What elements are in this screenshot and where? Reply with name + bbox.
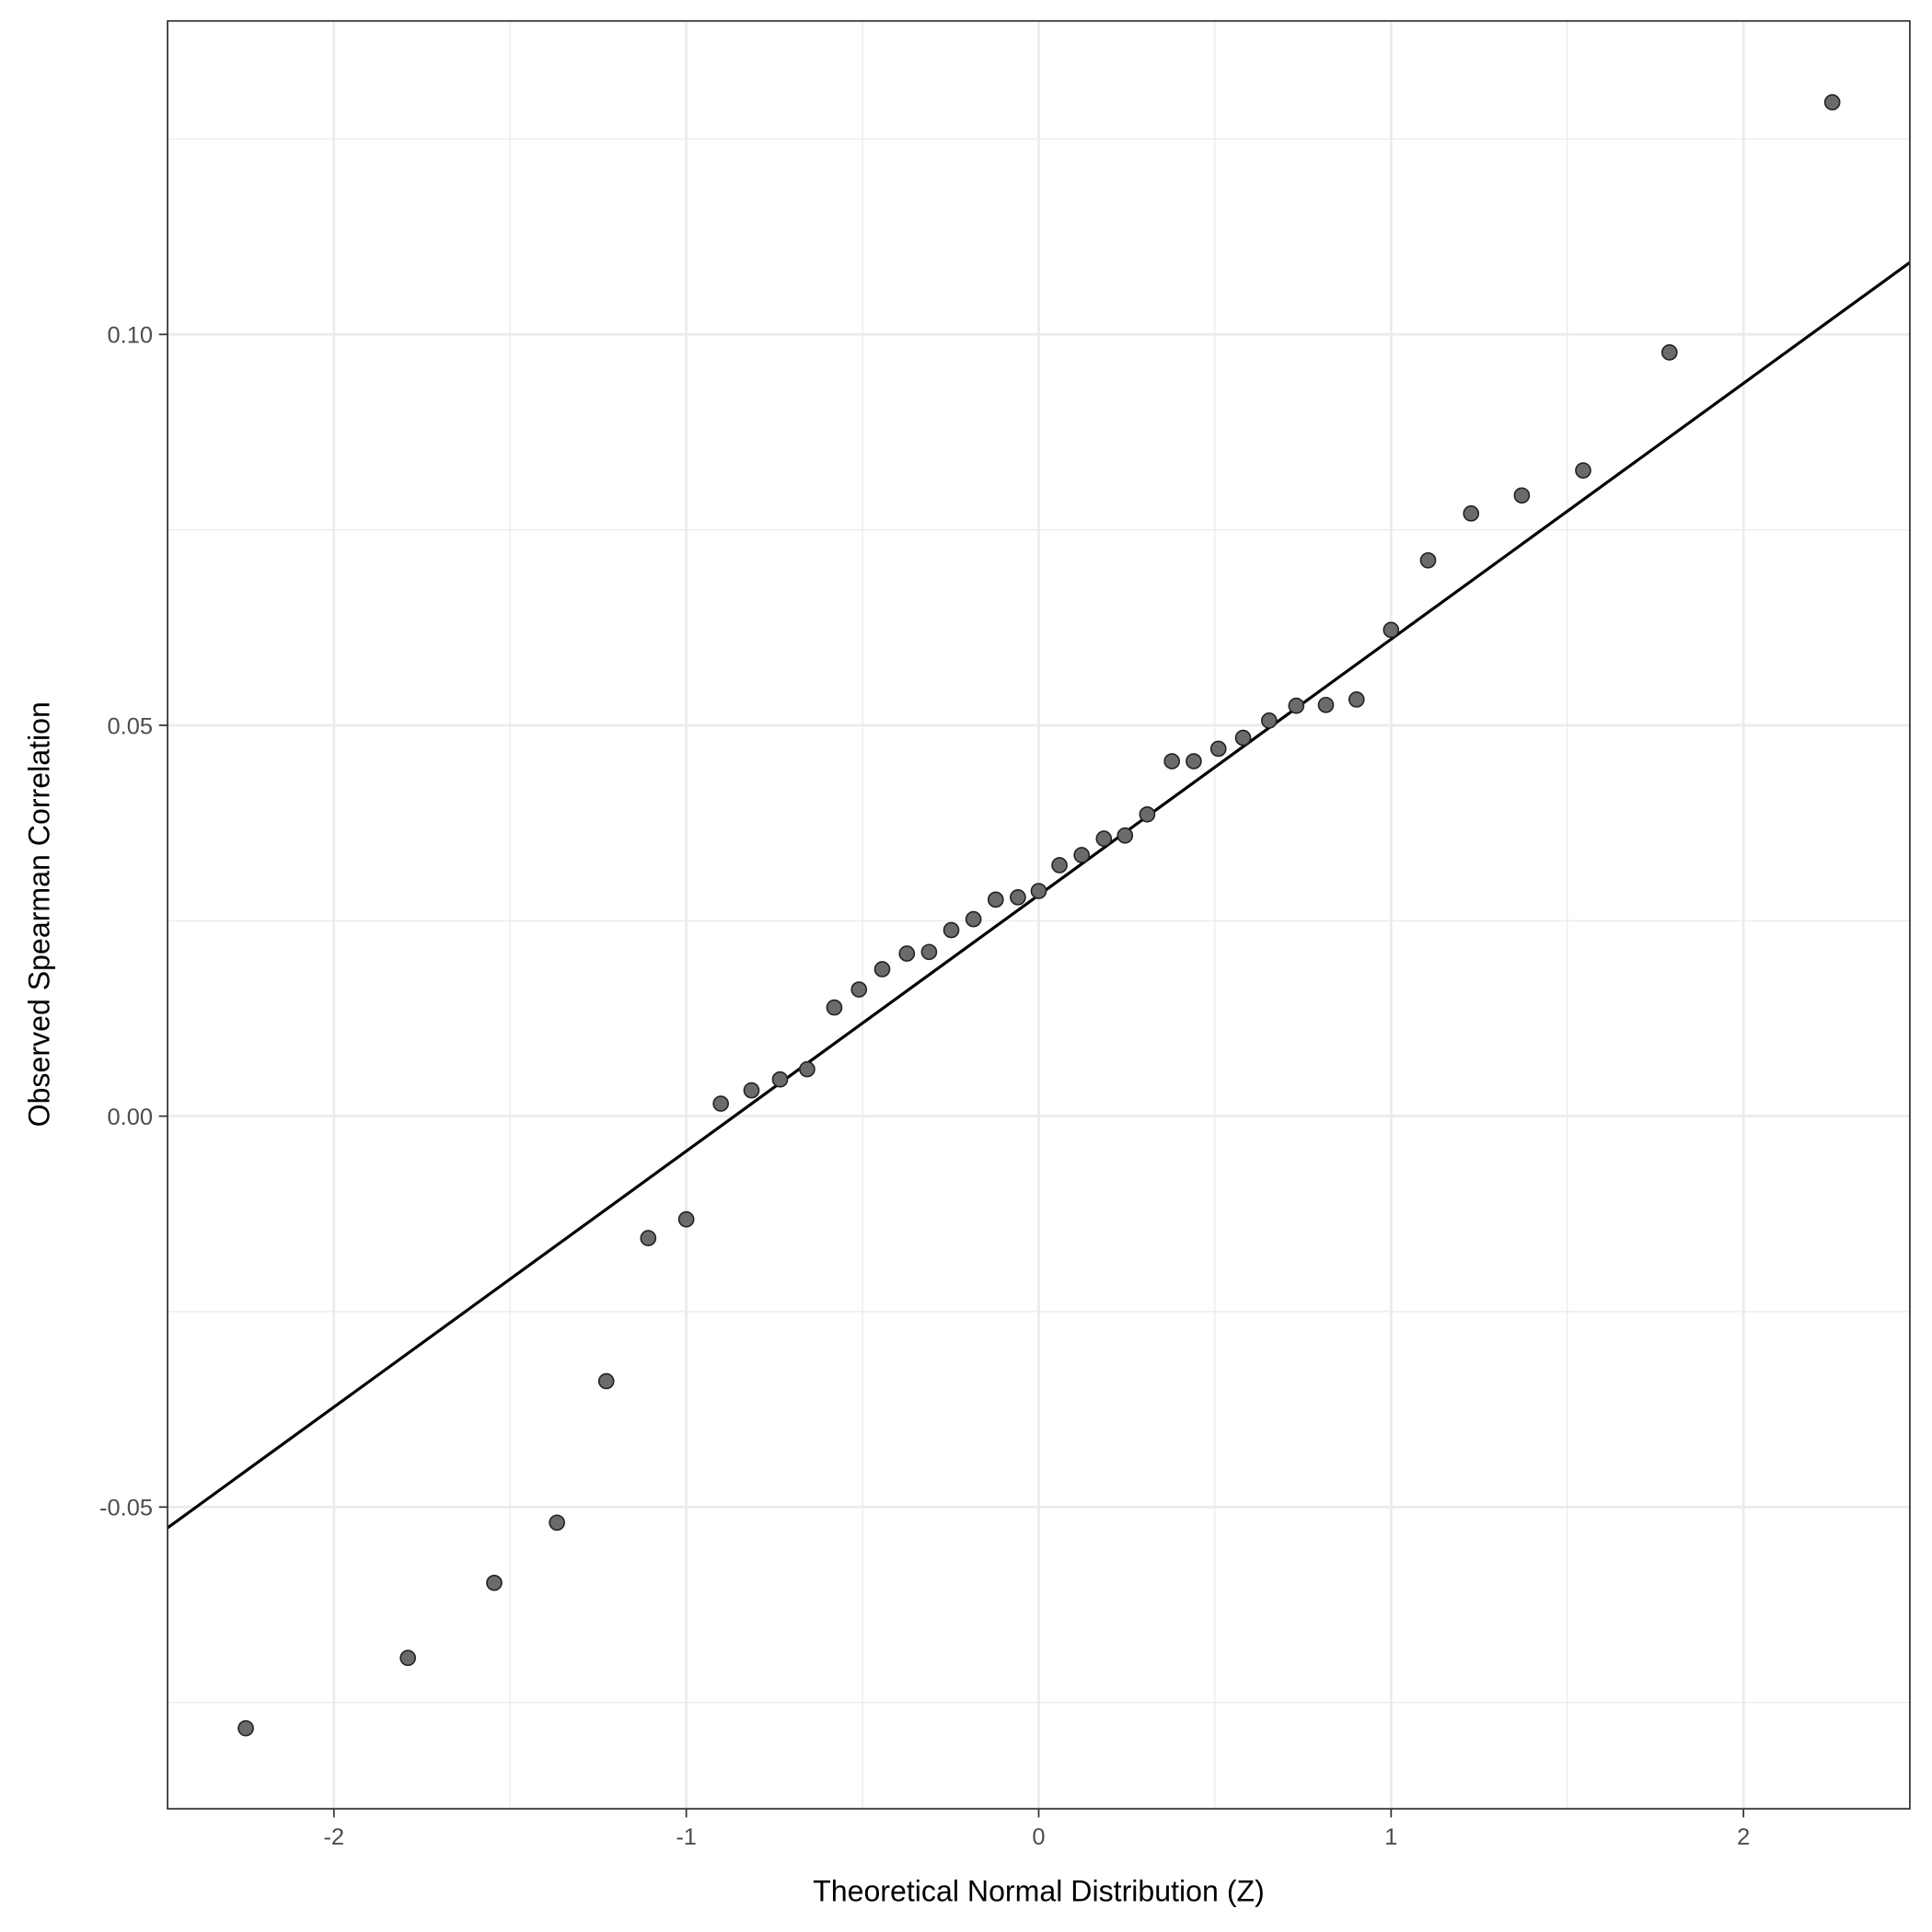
- y-tick-label: 0.00: [108, 1105, 153, 1130]
- x-tick-label: 1: [1384, 1824, 1397, 1850]
- y-tick-label: -0.05: [99, 1496, 153, 1521]
- data-point: [1463, 504, 1480, 522]
- x-tick-label: -1: [676, 1824, 697, 1850]
- data-point: [1116, 827, 1134, 844]
- x-tick-label: 0: [1032, 1824, 1045, 1850]
- ticks: -2 -1 0 1 2 -0.05 0.00 0.05 0.10: [99, 323, 1750, 1850]
- data-point: [1261, 712, 1278, 729]
- data-point: [898, 945, 916, 962]
- data-point: [965, 910, 982, 928]
- data-point: [1382, 621, 1400, 639]
- data-point: [1513, 487, 1531, 504]
- x-tick-label: -2: [323, 1824, 344, 1850]
- points: [237, 94, 1841, 1737]
- data-point: [1419, 551, 1437, 569]
- data-point: [1317, 697, 1335, 713]
- data-point: [1660, 344, 1678, 361]
- data-point: [920, 943, 938, 961]
- data-point: [486, 1574, 503, 1591]
- data-point: [1823, 94, 1841, 110]
- data-point: [712, 1095, 729, 1112]
- data-point: [850, 981, 868, 998]
- data-point: [1051, 857, 1068, 873]
- data-point: [771, 1070, 789, 1088]
- data-point: [743, 1082, 760, 1099]
- x-tick-label: 2: [1737, 1824, 1750, 1850]
- data-point: [1139, 805, 1156, 823]
- data-point: [1209, 740, 1227, 758]
- data-point: [1348, 691, 1365, 708]
- data-point: [1095, 830, 1113, 847]
- y-tick-label: 0.05: [108, 713, 153, 739]
- data-point: [943, 921, 960, 939]
- x-axis-label: Theoretical Normal Distribution (Z): [813, 1875, 1265, 1908]
- data-point: [987, 891, 1004, 908]
- data-point: [1575, 462, 1591, 479]
- data-point: [549, 1514, 565, 1532]
- y-axis-label: Observed Spearman Correlation: [23, 701, 56, 1127]
- data-point: [1073, 847, 1091, 863]
- data-point: [237, 1719, 254, 1737]
- data-point: [1234, 729, 1252, 746]
- grid: [168, 20, 1910, 1810]
- data-point: [1288, 697, 1305, 714]
- data-point: [1186, 753, 1202, 769]
- data-point: [799, 1060, 816, 1078]
- data-point: [640, 1230, 657, 1246]
- data-point: [677, 1210, 695, 1228]
- data-point: [1030, 883, 1047, 899]
- data-point: [1163, 753, 1181, 769]
- data-point: [826, 999, 843, 1016]
- data-point: [399, 1649, 417, 1667]
- y-tick-label: 0.10: [108, 323, 153, 349]
- data-point: [873, 961, 891, 978]
- data-point: [1010, 889, 1026, 906]
- data-point: [597, 1372, 615, 1390]
